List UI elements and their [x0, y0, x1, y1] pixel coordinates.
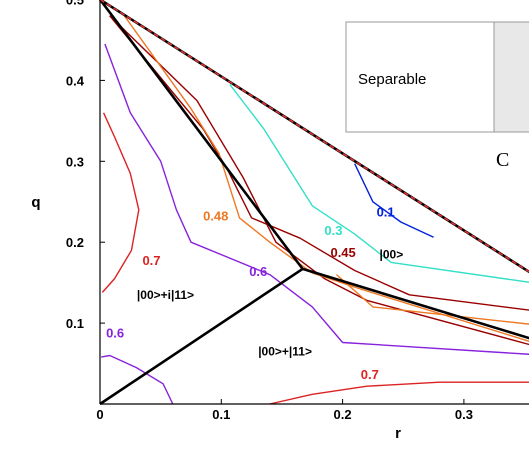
contour-label: 0.3 [324, 223, 342, 238]
contour-label: 0.48 [203, 208, 228, 223]
x-tick-label: 0.2 [334, 407, 352, 422]
contour-label: 0.45 [330, 245, 355, 260]
phase-boundaries [98, 0, 529, 406]
separable-boundary-dash-3 [99, 0, 529, 273]
y-tick-label: 0.4 [66, 73, 85, 88]
contour-line-0_6-6 [104, 43, 529, 355]
x-tick-label: 0 [96, 407, 103, 422]
region-label: |00>+|11> [258, 344, 312, 358]
contour-label: 0.6 [249, 264, 267, 279]
y-axis-label: q [31, 194, 40, 211]
contour-label: 0.7 [361, 367, 379, 382]
contour-line-0_45-2 [109, 15, 529, 311]
contour-line-0_3-1 [229, 83, 529, 283]
contour-label: 0.7 [142, 253, 160, 268]
contour-label: 0.1 [377, 204, 395, 219]
y-tick-label: 0.2 [66, 235, 84, 250]
contour-series [101, 15, 529, 405]
contour-labels: 0.1 0.3 0.45 0.48 0.6 0.6 0.7 0.7 [106, 204, 395, 382]
panel-letter: C [496, 149, 509, 171]
phase-boundary-1 [99, 267, 304, 406]
contour-line-0_7-9 [269, 381, 529, 405]
y-tick-label: 0.1 [66, 316, 84, 331]
x-axis-label: r [395, 425, 401, 442]
contour-line-unlabeled-3 [109, 15, 529, 346]
region-labels: |00>+i|11> |00>+|11> |00> [137, 247, 403, 358]
separable-legend-box: Separable [345, 21, 529, 133]
separable-legend-label: Separable [358, 71, 426, 88]
contour-line-0_48-4 [123, 15, 529, 342]
tick-labels: 0 0.1 0.2 0.3 0.1 0.2 0.3 0.4 0.5 [66, 0, 473, 422]
y-tick-label: 0.5 [66, 0, 84, 8]
contour-line-unlabeled-5 [336, 274, 529, 325]
y-tick-label: 0.3 [66, 154, 84, 169]
x-tick-label: 0.3 [455, 407, 473, 422]
x-tick-label: 0.1 [212, 407, 230, 422]
region-label: |00>+i|11> [137, 288, 194, 302]
region-label: |00> [380, 247, 404, 261]
contour-line-0_6-7 [101, 354, 174, 405]
axes [99, 0, 529, 405]
contour-line-0_1-0 [354, 163, 434, 238]
contour-line-0_7-8 [101, 112, 140, 293]
contour-label: 0.6 [106, 326, 124, 341]
